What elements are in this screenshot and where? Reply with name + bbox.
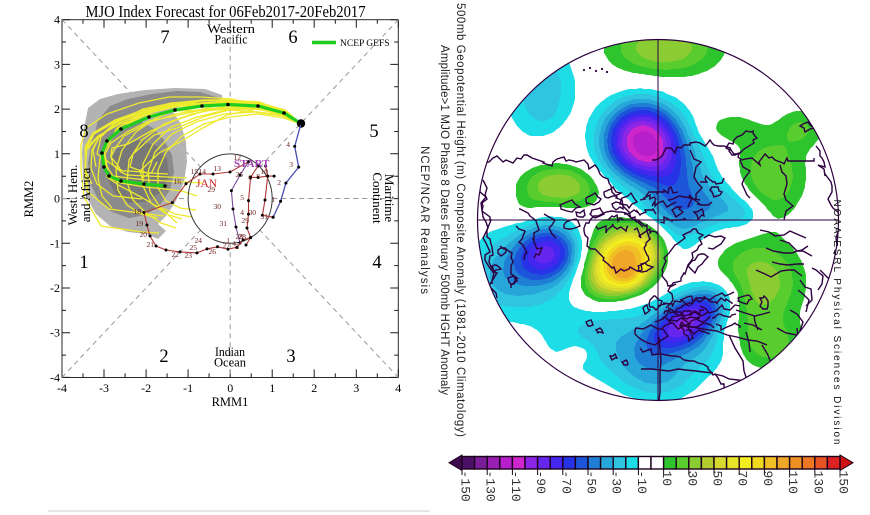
- svg-text:150: 150: [836, 471, 851, 494]
- svg-text:Pacific: Pacific: [215, 32, 248, 47]
- svg-text:31: 31: [261, 212, 269, 221]
- svg-text:22: 22: [172, 250, 180, 259]
- svg-text:1: 1: [79, 253, 88, 273]
- svg-text:Continent: Continent: [370, 172, 385, 224]
- svg-text:-50: -50: [584, 471, 599, 494]
- svg-text:5: 5: [369, 122, 378, 142]
- svg-text:4: 4: [372, 253, 381, 273]
- svg-text:Ocean: Ocean: [214, 355, 246, 370]
- svg-text:4: 4: [240, 208, 244, 217]
- svg-text:NCEP GEFS: NCEP GEFS: [340, 39, 390, 49]
- svg-text:-4: -4: [57, 381, 67, 395]
- svg-text:-130: -130: [483, 471, 498, 502]
- svg-text:-70: -70: [558, 471, 573, 494]
- svg-text:2: 2: [277, 178, 281, 187]
- svg-text:2: 2: [159, 347, 168, 367]
- svg-text:-1: -1: [50, 236, 60, 250]
- svg-text:-30: -30: [609, 471, 624, 494]
- svg-text:2: 2: [235, 242, 239, 251]
- svg-text:27: 27: [223, 241, 231, 250]
- svg-text:-2: -2: [141, 381, 151, 395]
- svg-text:Western: Western: [207, 21, 256, 36]
- svg-text:20: 20: [140, 230, 148, 239]
- svg-text:1: 1: [269, 381, 275, 395]
- svg-text:JAN: JAN: [196, 178, 218, 190]
- svg-text:30: 30: [249, 208, 257, 217]
- svg-text:0: 0: [54, 192, 60, 206]
- svg-text:0: 0: [227, 381, 233, 395]
- svg-text:-90: -90: [533, 471, 548, 494]
- svg-text:West. Hem.: West. Hem.: [65, 165, 80, 226]
- svg-text:8: 8: [79, 122, 88, 142]
- svg-text:1: 1: [271, 195, 275, 204]
- svg-text:and Africa: and Africa: [78, 168, 93, 223]
- svg-text:28: 28: [239, 232, 247, 241]
- svg-text:500mb Geopotential Height (m): 500mb Geopotential Height (m) Composite …: [454, 3, 466, 437]
- svg-text:3: 3: [289, 160, 293, 169]
- svg-text:7: 7: [160, 28, 169, 48]
- svg-text:29: 29: [242, 216, 250, 225]
- svg-text:28: 28: [236, 232, 244, 241]
- svg-text:24: 24: [195, 236, 203, 245]
- svg-text:2: 2: [311, 381, 317, 395]
- svg-text:13: 13: [214, 164, 222, 173]
- svg-text:12: 12: [234, 153, 242, 162]
- svg-text:3: 3: [353, 381, 359, 395]
- svg-text:31: 31: [220, 219, 228, 228]
- svg-text:-3: -3: [50, 326, 60, 340]
- svg-text:29: 29: [208, 185, 216, 194]
- svg-text:19: 19: [136, 219, 144, 228]
- svg-text:RMM2: RMM2: [22, 181, 36, 218]
- svg-text:26: 26: [209, 247, 217, 256]
- svg-text:Amplitude>1 MJO Phase 8 Dates: Amplitude>1 MJO Phase 8 Dates February 5…: [438, 45, 450, 395]
- svg-text:3: 3: [54, 57, 60, 71]
- svg-text:25: 25: [236, 170, 244, 179]
- svg-text:-10: -10: [634, 471, 649, 494]
- svg-text:-1: -1: [183, 381, 193, 395]
- svg-text:14: 14: [199, 167, 207, 176]
- svg-text:10: 10: [261, 167, 269, 176]
- svg-text:-110: -110: [508, 471, 523, 502]
- svg-text:-4: -4: [50, 370, 60, 384]
- svg-text:15: 15: [191, 167, 199, 176]
- svg-text:30: 30: [214, 202, 222, 211]
- svg-text:50: 50: [710, 471, 725, 487]
- svg-text:30: 30: [684, 471, 699, 487]
- svg-text:-2: -2: [50, 281, 60, 295]
- svg-text:16: 16: [174, 177, 182, 186]
- svg-text:10: 10: [659, 471, 674, 487]
- svg-text:NOAA/ESRL Physical Sciences: NOAA/ESRL Physical Sciences Division: [831, 200, 842, 445]
- svg-text:4: 4: [232, 239, 236, 248]
- svg-text:1: 1: [54, 147, 60, 161]
- svg-text:25: 25: [190, 243, 198, 252]
- svg-text:NCEP/NCAR Reanalysis: NCEP/NCAR Reanalysis: [418, 146, 430, 294]
- svg-text:1: 1: [226, 236, 230, 245]
- svg-text:8: 8: [256, 172, 260, 181]
- svg-text:Indian: Indian: [215, 344, 245, 359]
- svg-text:RMM1: RMM1: [212, 395, 249, 409]
- svg-text:18: 18: [134, 207, 142, 216]
- svg-text:21: 21: [147, 240, 155, 249]
- svg-text:-150: -150: [458, 471, 473, 502]
- svg-text:-3: -3: [99, 381, 109, 395]
- svg-text:5: 5: [240, 193, 244, 202]
- svg-text:6: 6: [288, 28, 297, 48]
- svg-text:23: 23: [185, 251, 193, 260]
- svg-text:4: 4: [395, 381, 401, 395]
- svg-text:90: 90: [760, 471, 775, 487]
- svg-text:4: 4: [286, 140, 290, 149]
- svg-text:2: 2: [54, 102, 60, 116]
- svg-text:110: 110: [785, 471, 800, 494]
- svg-text:START: START: [234, 158, 270, 170]
- svg-text:MJO Index Forecast for 06Feb20: MJO Index Forecast for 06Feb2017-20Feb20…: [86, 2, 366, 21]
- svg-text:70: 70: [735, 471, 750, 487]
- svg-text:3: 3: [286, 347, 295, 367]
- svg-text:130: 130: [810, 471, 825, 494]
- svg-text:6: 6: [248, 173, 252, 182]
- svg-text:Maritime: Maritime: [382, 174, 397, 223]
- svg-text:4: 4: [54, 13, 60, 27]
